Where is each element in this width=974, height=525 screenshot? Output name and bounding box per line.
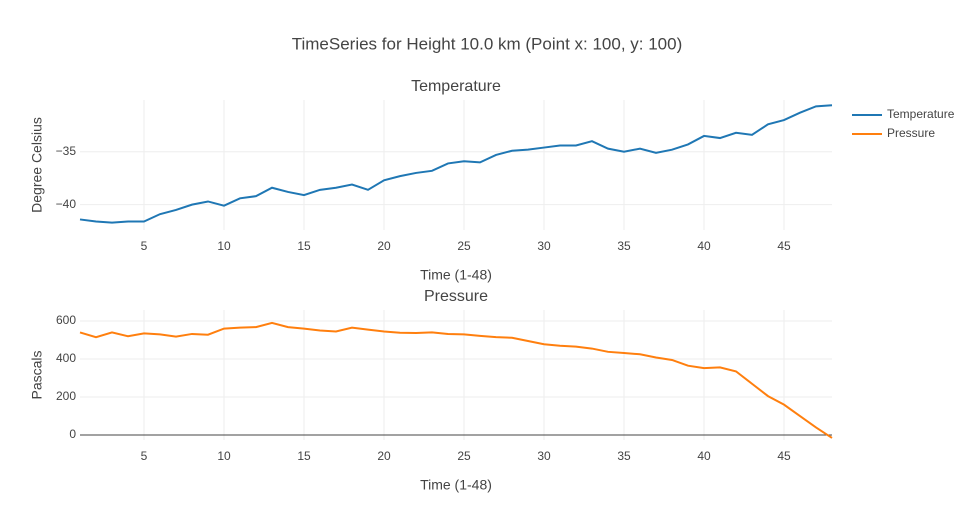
legend-label: Temperature <box>887 107 955 121</box>
figure-title: TimeSeries for Height 10.0 km (Point x: … <box>292 34 683 53</box>
y-tick-label: 400 <box>56 351 76 365</box>
x-tick-label: 10 <box>217 449 231 463</box>
x-tick-label: 40 <box>697 449 711 463</box>
subplot-title: Pressure <box>424 288 488 305</box>
legend-label: Pressure <box>887 126 935 140</box>
x-tick-label: 15 <box>297 449 311 463</box>
x-tick-label: 25 <box>457 449 471 463</box>
x-tick-label: 20 <box>377 239 391 253</box>
x-tick-label: 5 <box>141 239 148 253</box>
subplot-title: Temperature <box>411 78 501 95</box>
x-tick-label: 35 <box>617 449 631 463</box>
x-tick-label: 5 <box>141 449 148 463</box>
x-tick-label: 30 <box>537 449 551 463</box>
y-tick-label: 600 <box>56 313 76 327</box>
x-tick-label: 45 <box>777 239 791 253</box>
x-axis-title: Time (1-48) <box>420 267 492 283</box>
y-tick-label: −35 <box>56 144 77 158</box>
y-axis-title: Degree Celsius <box>29 117 45 213</box>
series-line <box>79 321 833 439</box>
y-axis-title: Pascals <box>29 350 45 399</box>
x-axis-title: Time (1-48) <box>420 477 492 493</box>
x-tick-label: 25 <box>457 239 471 253</box>
y-tick-label: 200 <box>56 389 76 403</box>
x-tick-label: 30 <box>537 239 551 253</box>
x-tick-label: 40 <box>697 239 711 253</box>
y-tick-label: −40 <box>56 197 77 211</box>
x-tick-label: 10 <box>217 239 231 253</box>
x-tick-label: 20 <box>377 449 391 463</box>
x-tick-label: 35 <box>617 239 631 253</box>
series-line <box>79 104 833 224</box>
x-tick-label: 15 <box>297 239 311 253</box>
y-tick-label: 0 <box>69 427 76 441</box>
x-tick-label: 45 <box>777 449 791 463</box>
